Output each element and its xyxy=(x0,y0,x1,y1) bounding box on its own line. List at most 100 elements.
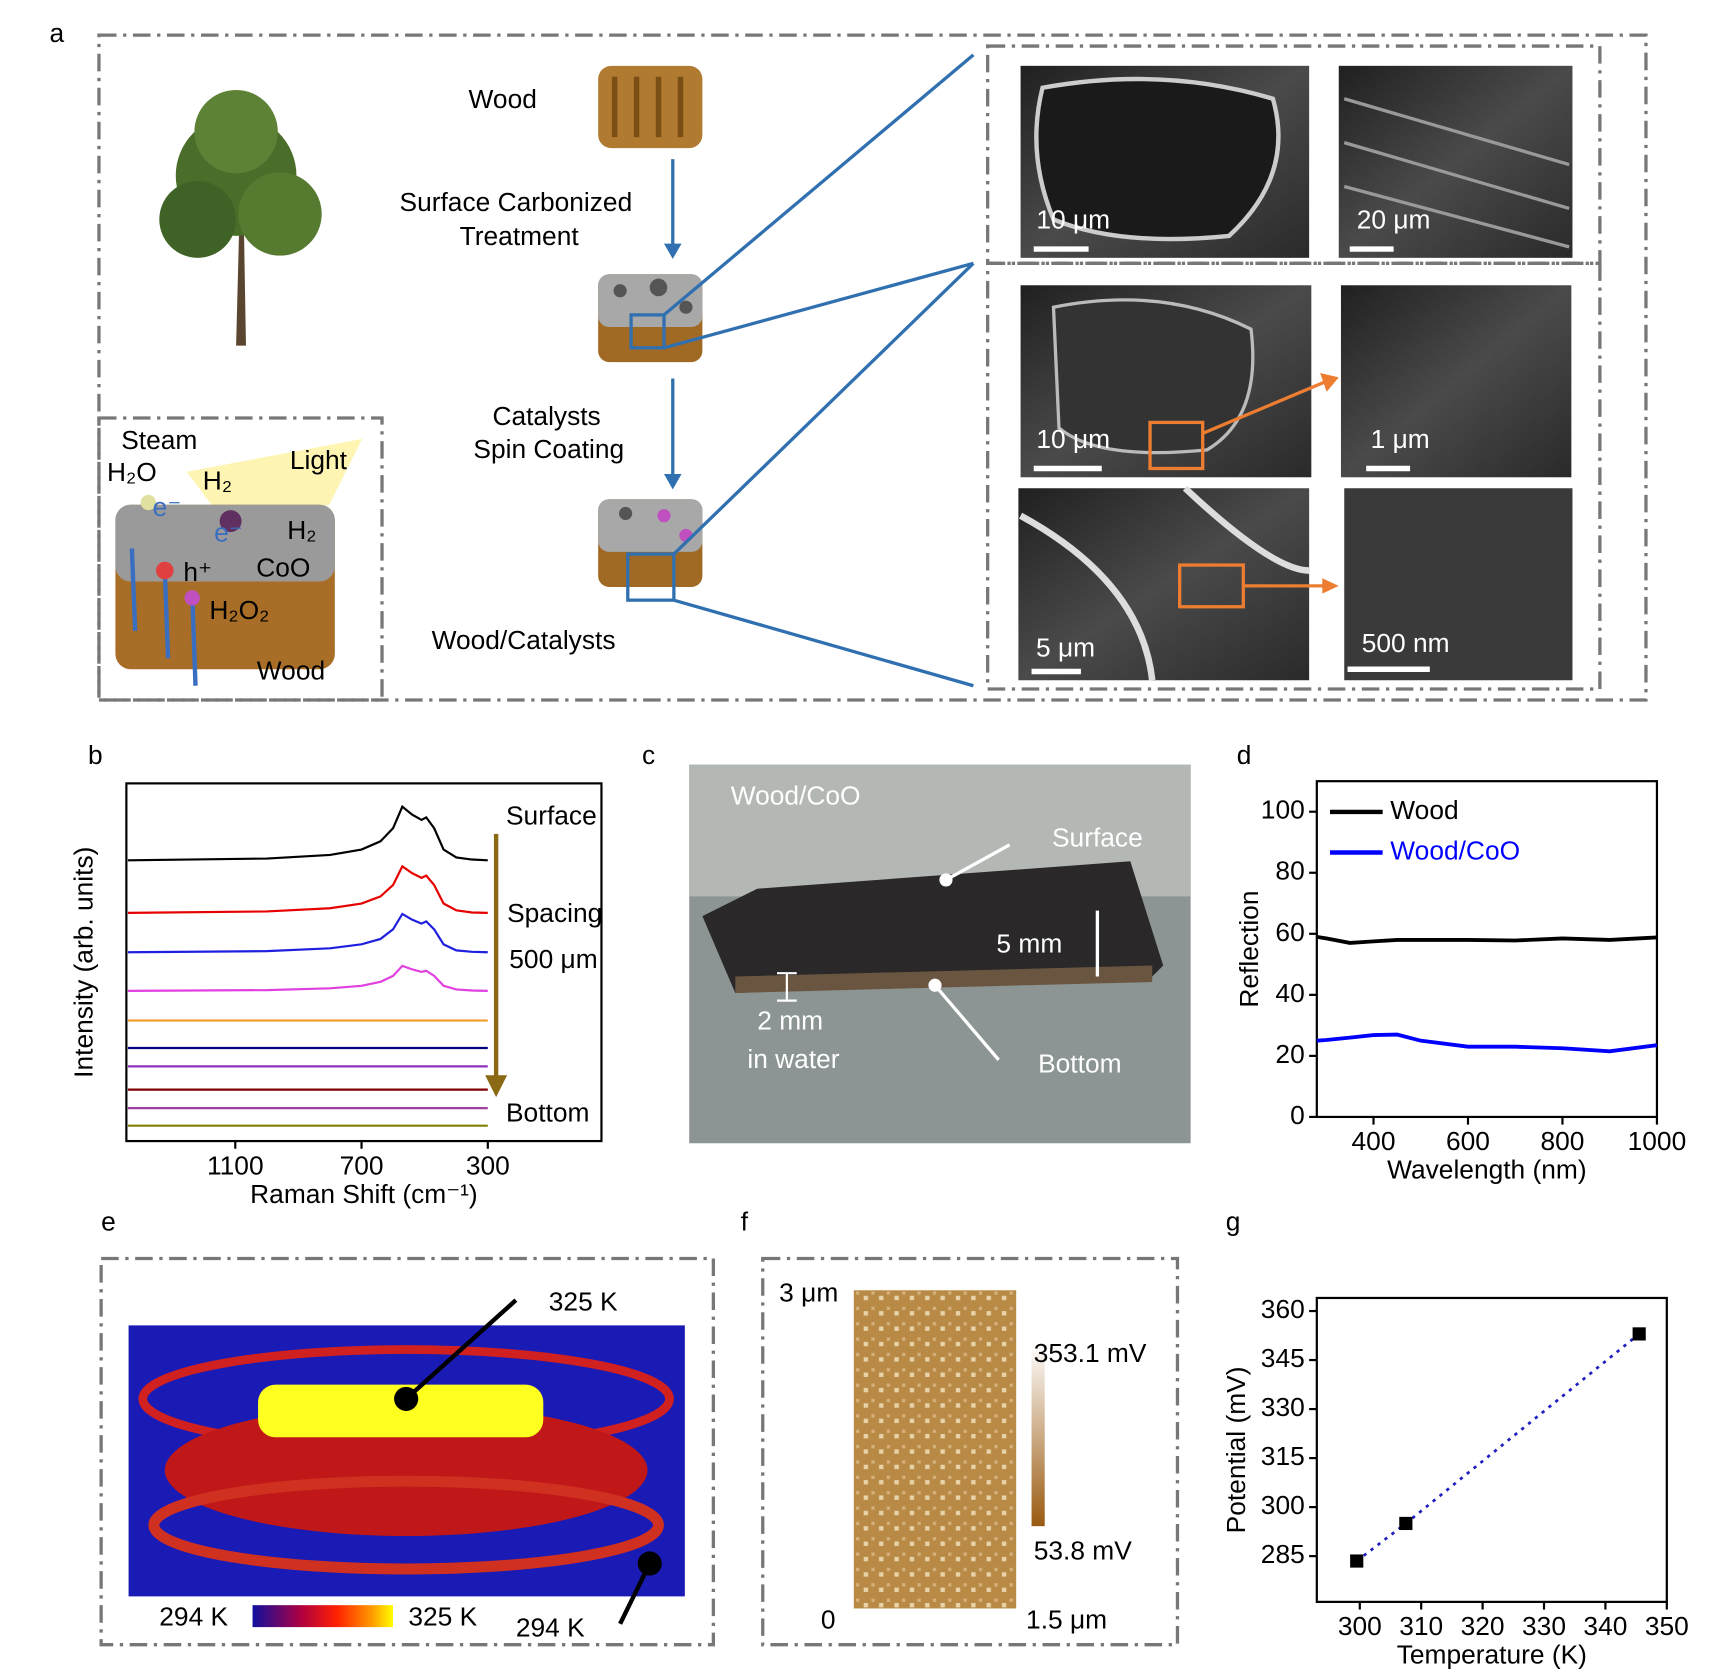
y-tick-label: 300 xyxy=(1261,1490,1305,1520)
colorbar-label: 353.1 mV xyxy=(1034,1338,1147,1368)
step-label: Wood xyxy=(469,84,537,114)
x-tick-label: 600 xyxy=(1446,1126,1490,1156)
y-axis-label: Reflection xyxy=(1234,891,1264,1008)
photo-label: 5 mm xyxy=(996,929,1062,959)
point xyxy=(1399,1516,1413,1531)
axis-label: 0 xyxy=(821,1605,836,1635)
step-label: Wood/Catalysts xyxy=(432,625,616,655)
y-tick-label: 345 xyxy=(1261,1343,1305,1373)
scale-bar-label: 10 μm xyxy=(1036,424,1110,454)
inset-label: Steam xyxy=(121,425,197,455)
x-axis-label: Wavelength (nm) xyxy=(1387,1155,1586,1185)
scale-bar-label: 10 μm xyxy=(1036,205,1110,235)
inset-label: H₂O xyxy=(107,457,157,487)
panel-label: b xyxy=(88,740,103,770)
step-label: Surface Carbonized xyxy=(400,187,633,217)
photo-label: 2 mm xyxy=(757,1006,823,1036)
x-tick-label: 340 xyxy=(1583,1611,1627,1641)
series-line xyxy=(127,964,488,992)
axis-label: 1.5 μm xyxy=(1026,1605,1107,1635)
thermal-image xyxy=(99,1256,716,1647)
colorbar-label: 294 K xyxy=(159,1601,228,1631)
annotation: 500 μm xyxy=(509,944,597,974)
inset-label: h⁺ xyxy=(183,557,212,587)
inset-label: Wood xyxy=(257,656,325,686)
photo-label: Bottom xyxy=(1038,1048,1121,1078)
axis-label: 3 μm xyxy=(779,1278,838,1308)
step-label: Treatment xyxy=(460,221,580,251)
panel-label: f xyxy=(741,1206,749,1236)
y-axis-label: Potential (mV) xyxy=(1221,1367,1251,1534)
frame xyxy=(986,261,1602,691)
legend-label: Wood/CoO xyxy=(1390,835,1520,865)
x-tick-label: 400 xyxy=(1352,1126,1396,1156)
frame xyxy=(97,33,1648,702)
x-tick-label: 300 xyxy=(466,1150,510,1180)
sem-images xyxy=(1018,65,1573,681)
panel-label: g xyxy=(1226,1206,1241,1236)
scale-bar-label: 20 μm xyxy=(1357,205,1431,235)
arrow-head xyxy=(485,1075,508,1098)
x-tick-label: 300 xyxy=(1338,1611,1382,1641)
series-line xyxy=(127,804,488,862)
scale-bar-label: 5 μm xyxy=(1036,632,1095,662)
series-line xyxy=(1316,934,1658,945)
y-tick-label: 360 xyxy=(1261,1294,1305,1324)
y-tick-label: 0 xyxy=(1290,1100,1305,1130)
x-tick-label: 350 xyxy=(1645,1611,1689,1641)
trend-line xyxy=(1355,1332,1641,1563)
point xyxy=(1350,1554,1364,1568)
x-tick-label: 1000 xyxy=(1628,1126,1687,1156)
temp-label: 294 K xyxy=(516,1612,585,1642)
cubes xyxy=(598,53,975,688)
y-tick-label: 330 xyxy=(1261,1392,1305,1422)
panel-label: d xyxy=(1237,740,1252,770)
series-line xyxy=(127,912,488,954)
x-axis-label: Temperature (K) xyxy=(1397,1640,1587,1670)
x-axis-label: Raman Shift (cm⁻¹) xyxy=(250,1179,477,1209)
plot-frame xyxy=(1315,780,1659,1119)
x-tick-label: 1100 xyxy=(207,1150,264,1180)
step-label: Catalysts xyxy=(492,401,600,431)
panel-label: c xyxy=(642,740,655,770)
y-tick-label: 20 xyxy=(1275,1039,1304,1069)
inset-label: e⁻ xyxy=(214,517,243,547)
y-tick-label: 60 xyxy=(1275,917,1304,947)
panel-label: e xyxy=(101,1206,116,1236)
photo xyxy=(689,764,1191,1144)
kpfm-image xyxy=(761,1256,1180,1647)
legend-label: Wood xyxy=(1390,795,1458,825)
y-axis-label: Intensity (arb. units) xyxy=(69,847,99,1078)
inset-label: Light xyxy=(290,445,348,475)
x-tick-label: 800 xyxy=(1540,1126,1584,1156)
colorbar-label: 325 K xyxy=(408,1601,477,1631)
y-tick-label: 40 xyxy=(1275,978,1304,1008)
tree xyxy=(159,89,322,346)
y-tick-label: 100 xyxy=(1261,795,1305,825)
panel-a: Wood Surface Carbonized Treatment Cataly… xyxy=(97,33,1648,702)
frame xyxy=(97,416,384,702)
temp-label: 325 K xyxy=(549,1286,618,1316)
plot-frame xyxy=(1315,1296,1668,1603)
point xyxy=(1632,1327,1646,1341)
series-line xyxy=(1316,1032,1658,1054)
x-tick-label: 320 xyxy=(1461,1611,1505,1641)
annotation: Spacing xyxy=(507,898,602,928)
x-tick-label: 310 xyxy=(1399,1611,1443,1641)
scale-bar-label: 1 μm xyxy=(1371,424,1430,454)
inset-label: H₂ xyxy=(203,466,232,496)
inset-label: CoO xyxy=(256,552,310,582)
inset-scheme xyxy=(115,438,363,686)
panel-label: a xyxy=(50,18,65,48)
annotation: Surface xyxy=(506,800,597,830)
photo-label: Surface xyxy=(1052,822,1143,852)
y-tick-label: 315 xyxy=(1261,1441,1305,1471)
colorbar-label: 53.8 mV xyxy=(1034,1535,1132,1565)
plot-frame xyxy=(125,782,603,1143)
y-tick-label: 285 xyxy=(1261,1539,1305,1569)
x-tick-label: 700 xyxy=(340,1150,384,1180)
series-line xyxy=(127,864,488,914)
photo-label: in water xyxy=(747,1044,839,1074)
photo-label: Wood/CoO xyxy=(731,781,861,811)
